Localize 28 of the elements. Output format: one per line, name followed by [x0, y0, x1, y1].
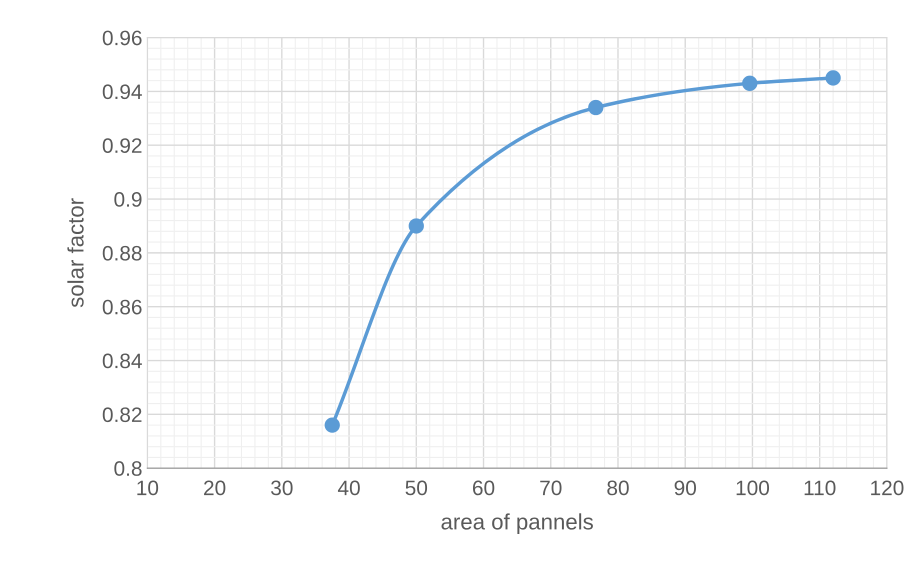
x-tick-label: 20: [204, 480, 226, 496]
point: [742, 76, 758, 91]
y-tick-label: 0.9: [114, 192, 142, 207]
y-tick-label: 0.88: [102, 246, 142, 261]
x-tick-label: 110: [804, 480, 836, 496]
y-tick-label: 0.86: [102, 300, 142, 314]
y-axis-title: solar factor: [67, 198, 84, 308]
y-tick-label: 0.84: [102, 354, 142, 368]
x-tick-label: 30: [271, 480, 293, 496]
point: [324, 417, 340, 433]
point: [588, 100, 604, 116]
x-tick-label: 70: [540, 480, 562, 496]
y-tick-label: 0.94: [102, 84, 142, 100]
x-tick-label: 90: [674, 480, 696, 496]
x-tick-label: 40: [338, 480, 360, 496]
x-tick-label: 100: [736, 480, 770, 496]
x-tick-label: 60: [473, 480, 494, 496]
point: [825, 70, 841, 86]
x-tick-label: 50: [406, 480, 428, 496]
x-tick-label: 80: [607, 480, 629, 496]
x-tick-label: 120: [871, 480, 904, 496]
point: [408, 218, 424, 234]
y-tick-label: 0.92: [102, 138, 142, 153]
y-tick-label: 0.8: [114, 461, 142, 476]
x-tick-label: 10: [137, 480, 158, 496]
y-tick-label: 0.96: [102, 30, 142, 46]
x-axis-title: area of pannels: [441, 513, 593, 534]
y-tick-label: 0.82: [102, 407, 142, 422]
